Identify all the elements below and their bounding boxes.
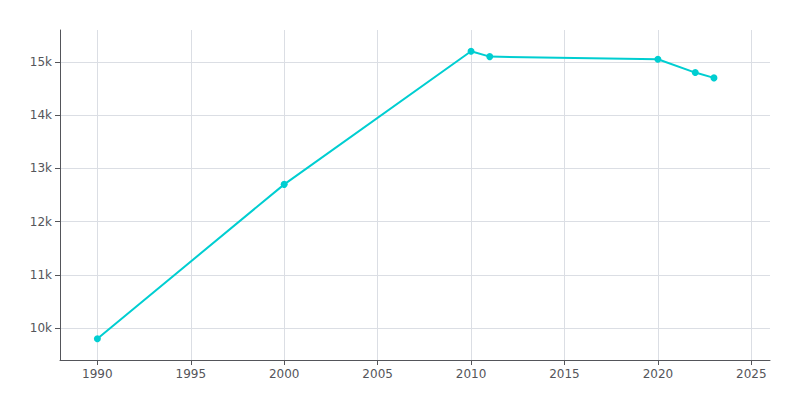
svg-text:13k: 13k — [30, 161, 52, 175]
svg-text:2010: 2010 — [456, 367, 487, 381]
svg-text:10k: 10k — [30, 321, 52, 335]
svg-text:1990: 1990 — [82, 367, 113, 381]
svg-text:2025: 2025 — [736, 367, 767, 381]
svg-text:1995: 1995 — [176, 367, 207, 381]
svg-text:14k: 14k — [30, 108, 52, 122]
svg-text:15k: 15k — [30, 55, 52, 69]
svg-text:11k: 11k — [30, 268, 52, 282]
svg-text:2005: 2005 — [362, 367, 393, 381]
svg-text:2020: 2020 — [643, 367, 674, 381]
svg-text:2015: 2015 — [549, 367, 580, 381]
svg-text:2000: 2000 — [269, 367, 300, 381]
svg-text:12k: 12k — [30, 215, 52, 229]
